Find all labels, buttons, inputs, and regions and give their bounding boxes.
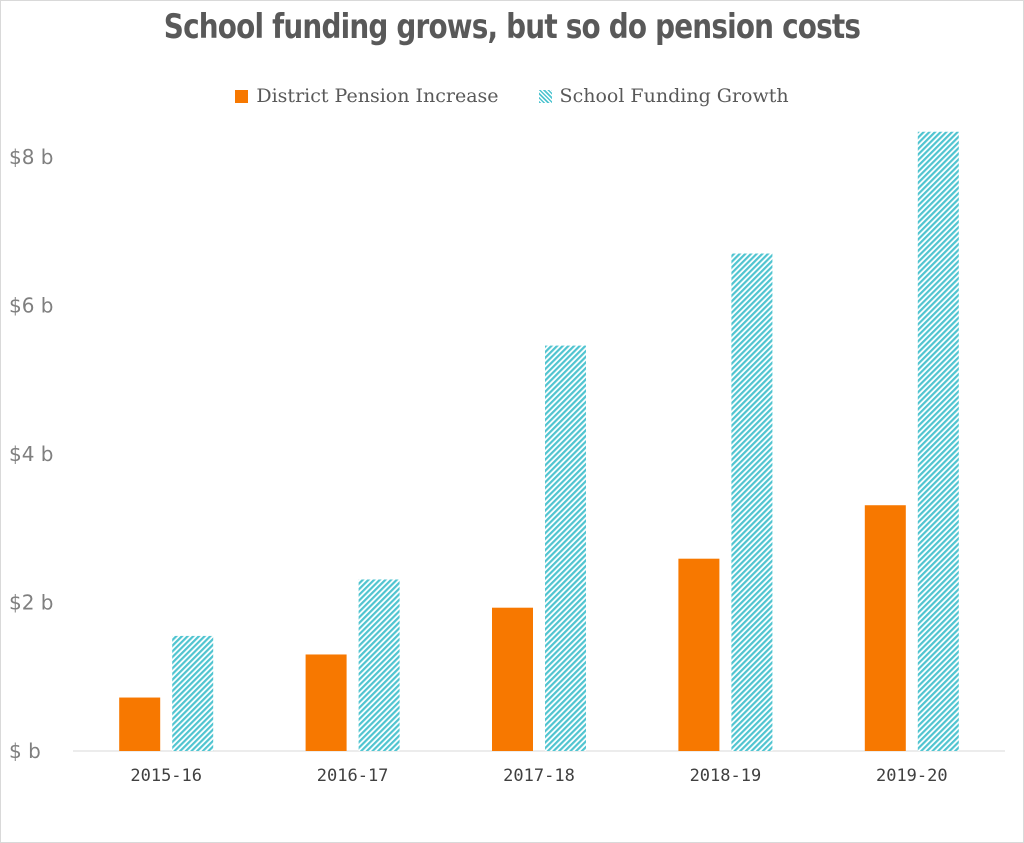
bar-funding [172,635,214,751]
bar-pension [678,558,720,751]
legend-item-funding: School Funding Growth [538,85,789,107]
legend-label-pension: District Pension Increase [256,85,499,107]
y-tick-label: $8 b [9,145,54,169]
y-axis: $ b $2 b $4 b $6 b $8 b [9,145,54,763]
chart-title: School funding grows, but so do pension … [163,7,861,47]
x-tick-label: 2016-17 [317,766,389,786]
legend-swatch-pension [235,89,249,103]
bar-pension [492,607,533,751]
legend: District Pension Increase School Funding… [1,85,1023,107]
bar-funding [545,345,586,751]
legend-label-funding: School Funding Growth [559,85,789,107]
bar-funding [731,253,773,751]
legend-swatch-funding [538,89,552,103]
x-axis: 2015-16 2016-17 2017-18 2018-19 2019-20 [73,750,1005,786]
y-tick-label: $4 b [9,442,54,466]
legend-item-pension: District Pension Increase [235,85,499,107]
bar-funding [358,579,400,751]
bar-pension [864,505,906,751]
bar-pension [305,654,347,751]
x-tick-label: 2015-16 [130,766,202,786]
bars [119,131,959,751]
x-tick-label: 2017-18 [503,766,575,786]
bar-funding [917,131,959,751]
bar-pension [119,697,161,751]
x-tick-label: 2018-19 [690,766,762,786]
y-tick-label: $ b [9,739,41,763]
y-tick-label: $2 b [9,591,54,615]
y-tick-label: $6 b [9,294,54,318]
x-tick-label: 2019-20 [876,766,948,786]
